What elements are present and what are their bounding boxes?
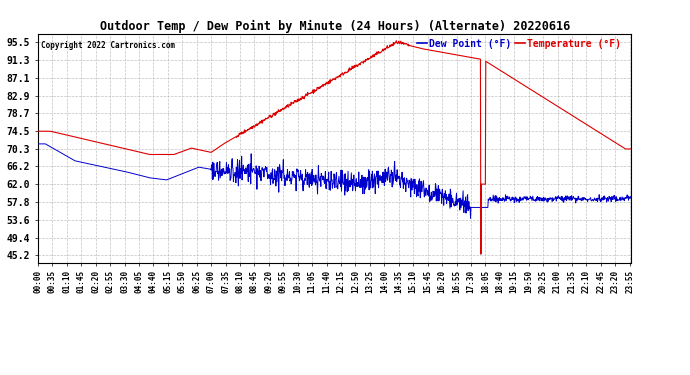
Title: Outdoor Temp / Dew Point by Minute (24 Hours) (Alternate) 20220616: Outdoor Temp / Dew Point by Minute (24 H… (99, 20, 570, 33)
Legend: Dew Point (°F), Temperature (°F): Dew Point (°F), Temperature (°F) (417, 39, 620, 49)
Text: Copyright 2022 Cartronics.com: Copyright 2022 Cartronics.com (41, 40, 175, 50)
